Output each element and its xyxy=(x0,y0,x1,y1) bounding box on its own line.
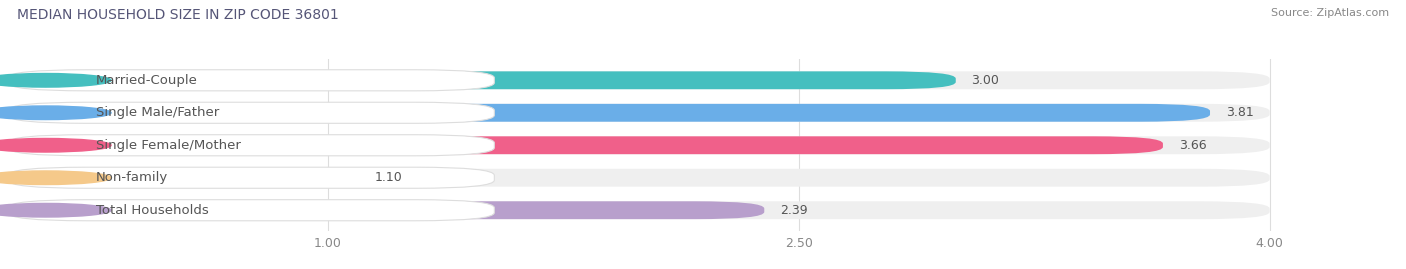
Circle shape xyxy=(0,73,111,87)
FancyBboxPatch shape xyxy=(14,71,1270,89)
FancyBboxPatch shape xyxy=(14,136,1163,154)
Text: 2.39: 2.39 xyxy=(780,204,807,217)
FancyBboxPatch shape xyxy=(14,104,1270,122)
FancyBboxPatch shape xyxy=(14,136,1270,154)
FancyBboxPatch shape xyxy=(14,201,765,219)
FancyBboxPatch shape xyxy=(8,167,495,188)
Circle shape xyxy=(0,106,111,119)
Text: Total Households: Total Households xyxy=(96,204,208,217)
Text: 3.00: 3.00 xyxy=(972,74,1000,87)
FancyBboxPatch shape xyxy=(8,70,495,91)
Text: 3.81: 3.81 xyxy=(1226,106,1254,119)
Circle shape xyxy=(0,203,111,217)
FancyBboxPatch shape xyxy=(14,104,1211,122)
FancyBboxPatch shape xyxy=(8,200,495,221)
Text: Single Male/Father: Single Male/Father xyxy=(96,106,219,119)
FancyBboxPatch shape xyxy=(14,71,956,89)
FancyBboxPatch shape xyxy=(14,169,360,187)
FancyBboxPatch shape xyxy=(8,135,495,156)
Text: Single Female/Mother: Single Female/Mother xyxy=(96,139,240,152)
Circle shape xyxy=(0,139,111,152)
Text: Non-family: Non-family xyxy=(96,171,167,184)
Text: 3.66: 3.66 xyxy=(1178,139,1206,152)
Text: Married-Couple: Married-Couple xyxy=(96,74,198,87)
FancyBboxPatch shape xyxy=(14,201,1270,219)
Text: Source: ZipAtlas.com: Source: ZipAtlas.com xyxy=(1271,8,1389,18)
Text: MEDIAN HOUSEHOLD SIZE IN ZIP CODE 36801: MEDIAN HOUSEHOLD SIZE IN ZIP CODE 36801 xyxy=(17,8,339,22)
Text: 1.10: 1.10 xyxy=(375,171,402,184)
Circle shape xyxy=(0,171,111,185)
FancyBboxPatch shape xyxy=(8,102,495,123)
FancyBboxPatch shape xyxy=(14,169,1270,187)
